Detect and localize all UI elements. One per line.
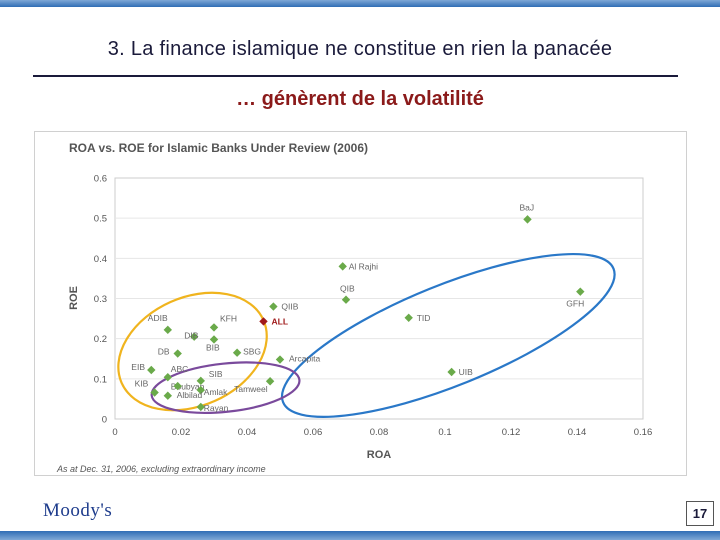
y-tick-label: 0.6 — [94, 174, 107, 185]
point-label: Arcapita — [289, 354, 320, 364]
data-point-all — [259, 317, 268, 326]
ellipse-blue — [280, 252, 616, 418]
scatter-chart: ROA vs. ROE for Islamic Banks Under Revi… — [56, 141, 652, 474]
y-tick-label: 0.4 — [94, 254, 107, 265]
y-tick-label: 0 — [102, 415, 107, 426]
x-tick-label: 0.16 — [634, 427, 653, 438]
data-point-rayan — [196, 402, 205, 412]
data-point-albilad — [173, 381, 182, 391]
top-accent-bar — [0, 0, 720, 7]
data-points: BaJ GFH Al Rajhi QIB QIIB TID ALL ADIB DIB KFH BIB… — [131, 202, 585, 413]
point-label: EIB — [131, 362, 145, 372]
point-label: KIB — [135, 378, 149, 388]
data-point-sbg — [232, 348, 242, 357]
data-point-qib — [341, 295, 351, 304]
x-tick-label: 0 — [112, 427, 117, 438]
x-tick-label: 0.08 — [370, 427, 389, 438]
point-label: BIB — [206, 342, 220, 352]
point-label: TID — [417, 313, 431, 323]
point-label: Al Rajhi — [349, 261, 378, 271]
data-point-tamweel — [265, 377, 275, 386]
x-tick-label: 0.06 — [304, 427, 323, 438]
y-tick-label: 0.1 — [94, 374, 107, 385]
x-axis-ticks: 0 0.02 0.04 0.06 0.08 0.1 0.12 0.14 0.16 — [112, 427, 652, 438]
chart-footnote: As at Dec. 31, 2006, excluding extraordi… — [56, 464, 266, 474]
point-label: SIB — [209, 369, 223, 379]
y-axis-ticks: 0 0.1 0.2 0.3 0.4 0.5 0.6 — [94, 174, 107, 426]
point-label: QIIB — [281, 302, 298, 312]
chart-panel: ROA vs. ROE for Islamic Banks Under Revi… — [34, 131, 687, 476]
slide-subtitle: … génèrent de la volatilité — [236, 88, 484, 110]
x-tick-label: 0.1 — [438, 427, 451, 438]
data-point-abc — [163, 373, 172, 382]
x-tick-label: 0.12 — [502, 427, 521, 438]
data-point-gfh — [576, 287, 585, 296]
data-point-kib — [150, 388, 159, 397]
bottom-accent-bar — [0, 531, 720, 540]
slide-title: 3. La finance islamique ne constitue en … — [107, 38, 613, 60]
data-point-amlak — [196, 385, 205, 395]
point-label: DB — [158, 347, 170, 357]
x-tick-label: 0.14 — [568, 427, 587, 438]
x-tick-label: 0.04 — [238, 427, 257, 438]
point-label: Rayan — [204, 403, 229, 413]
point-label: Albilad — [177, 390, 203, 400]
point-label: UIB — [459, 367, 474, 377]
data-point-boubyan — [163, 391, 172, 400]
data-point-sib — [196, 376, 205, 386]
point-label: DIB — [184, 331, 199, 341]
y-tick-label: 0.3 — [94, 294, 107, 305]
x-tick-label: 0.02 — [172, 427, 191, 438]
point-label: BaJ — [520, 202, 535, 212]
data-point-kfh — [209, 323, 219, 332]
y-tick-label: 0.5 — [94, 214, 107, 225]
moodys-logo: Moody's — [43, 500, 113, 521]
point-label: QIB — [340, 284, 355, 294]
data-point-dib — [190, 332, 199, 341]
page-number: 17 — [686, 501, 714, 526]
point-label: ADIB — [148, 313, 168, 323]
chart-title: ROA vs. ROE for Islamic Banks Under Revi… — [69, 141, 368, 155]
data-point-db — [173, 349, 182, 358]
y-axis-label: ROE — [68, 286, 80, 310]
point-label: SBG — [243, 347, 261, 357]
data-point-qiib — [269, 302, 278, 311]
data-point-arcapita — [275, 355, 285, 364]
data-point-baj — [523, 215, 532, 224]
ellipse-purple — [150, 361, 301, 414]
point-label: Amlak — [204, 387, 228, 397]
data-point-uib — [447, 367, 456, 377]
point-label: ALL — [272, 316, 289, 326]
point-label: Tamweel — [234, 384, 268, 394]
point-label: ABC — [171, 364, 188, 374]
title-divider — [33, 75, 678, 77]
point-label: GFH — [566, 299, 584, 309]
data-point-eib — [147, 365, 156, 375]
x-axis-label: ROA — [367, 449, 392, 461]
point-label: Boubyan — [171, 382, 205, 392]
data-point-adib — [163, 325, 172, 335]
point-label: KFH — [220, 313, 237, 323]
y-tick-label: 0.2 — [94, 334, 107, 345]
